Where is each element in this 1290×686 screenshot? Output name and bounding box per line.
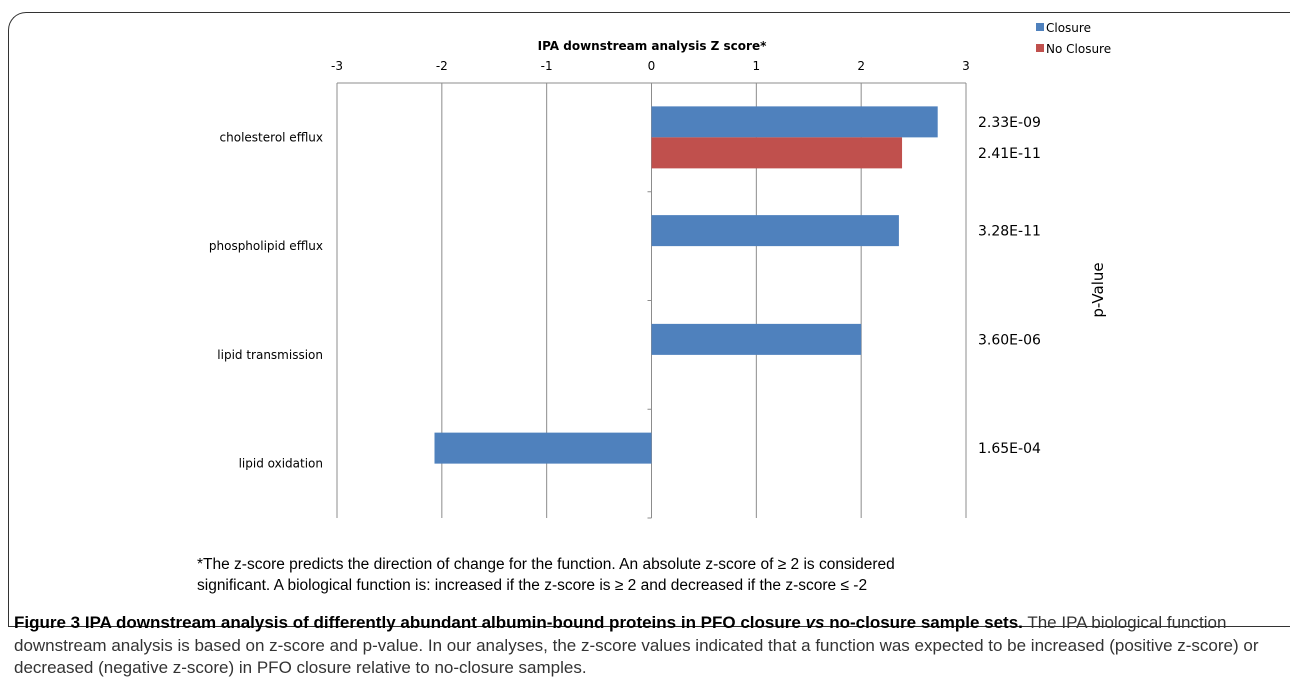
p-value-label: 1.65E-04 — [978, 441, 1041, 457]
chart-title: IPA downstream analysis Z score* — [538, 39, 767, 53]
footnote-line-2: significant. A biological function is: i… — [197, 577, 868, 594]
caption-title: Figure 3 IPA downstream analysis of diff… — [14, 613, 1023, 632]
x-tick-label: -3 — [331, 59, 343, 73]
bar-closure — [651, 215, 899, 247]
p-value-axis-label: p-Value — [1089, 262, 1107, 317]
x-tick-label: 2 — [857, 59, 865, 73]
x-tick-label: -2 — [436, 59, 448, 73]
caption-text: The IPA biological function downstream a… — [14, 613, 1259, 677]
p-value-label: 2.33E-09 — [978, 115, 1041, 131]
caption-title-prefix: Figure 3 IPA downstream analysis of diff… — [14, 613, 801, 632]
legend-label: No Closure — [1046, 42, 1111, 56]
category-label: phospholipid efflux — [209, 239, 323, 253]
bar-no-closure — [651, 137, 903, 169]
footnote-line-1: *The z-score predicts the direction of c… — [197, 556, 895, 573]
legend-swatch — [1036, 23, 1044, 31]
bar-chart: IPA downstream analysis Z score* -3 -2 -1 0 1… — [209, 21, 1111, 519]
caption-title-suffix: no-closure sample sets. — [829, 613, 1023, 632]
figure-frame — [8, 12, 1290, 627]
category-label: lipid oxidation — [239, 457, 323, 471]
x-tick-label: 1 — [753, 59, 761, 73]
bar-closure — [651, 323, 862, 355]
p-value-label: 2.41E-11 — [978, 146, 1041, 162]
figure-caption: Figure 3 IPA downstream analysis of diff… — [14, 612, 1280, 680]
p-value-label: 3.60E-06 — [978, 332, 1041, 348]
category-label: lipid transmission — [217, 348, 323, 362]
x-tick-label: 3 — [962, 59, 970, 73]
caption-title-vs: vs — [805, 613, 825, 632]
legend-label: Closure — [1046, 21, 1091, 35]
bar-closure — [434, 432, 652, 464]
x-tick-label: 0 — [648, 59, 656, 73]
x-tick-label: -1 — [541, 59, 553, 73]
chart-footnote: *The z-score predicts the direction of c… — [197, 554, 895, 596]
category-label: cholesterol efflux — [220, 130, 323, 144]
legend-swatch — [1036, 44, 1044, 52]
bar-closure — [651, 106, 938, 138]
p-value-label: 3.28E-11 — [978, 224, 1041, 240]
